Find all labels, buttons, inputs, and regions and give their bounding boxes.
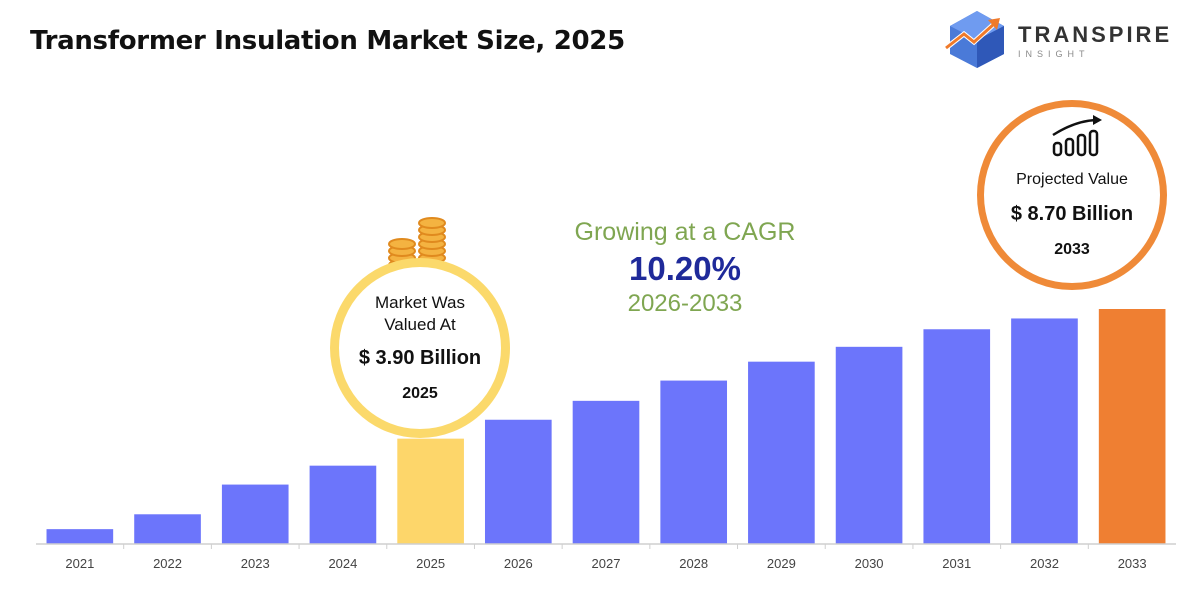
x-tick-label: 2021 (65, 556, 94, 571)
brand-tagline: INSIGHT (1018, 49, 1090, 59)
bar-2026 (484, 419, 552, 544)
x-tick-label: 2025 (416, 556, 445, 571)
x-tick-label: 2024 (328, 556, 357, 571)
x-tick-label: 2022 (153, 556, 182, 571)
x-tick-label: 2029 (767, 556, 796, 571)
cagr-heading: Growing at a CAGR (574, 218, 796, 246)
x-tick-label: 2033 (1118, 556, 1147, 571)
callout-label: Projected Value (1016, 171, 1128, 188)
projected-value-callout: Projected Value $ 8.70 Billion 2033 (977, 100, 1167, 290)
brand-logo: TRANSPIRE INSIGHT (944, 8, 1184, 72)
x-tick-label: 2026 (504, 556, 533, 571)
brand-logo-icon (944, 11, 1004, 68)
growth-bars-icon (1052, 115, 1102, 157)
market-value-callout: Market Was Valued At $ 3.90 Billion 2025 (330, 258, 510, 438)
callout-value: $ 8.70 Billion (1010, 203, 1134, 225)
x-tick-label: 2032 (1030, 556, 1059, 571)
callout-value: $ 3.90 Billion (358, 347, 482, 369)
bar-2028 (660, 380, 728, 544)
bar-2023 (221, 484, 289, 544)
bar-2033 (1098, 309, 1166, 544)
bar-2021 (46, 529, 114, 544)
bar-2024 (309, 465, 377, 544)
bar-2030 (835, 346, 903, 544)
bar-2027 (572, 400, 640, 544)
callout-year: 2025 (402, 385, 438, 402)
x-tick-label: 2031 (942, 556, 971, 571)
cagr-period: 2026-2033 (627, 290, 743, 317)
bar-2022 (134, 514, 201, 544)
x-tick-label: 2027 (592, 556, 621, 571)
cagr-value: 10.20% (629, 250, 741, 287)
brand-name: TRANSPIRE (1018, 22, 1173, 47)
bar-2029 (748, 361, 815, 544)
x-tick-label: 2030 (855, 556, 884, 571)
callout-label-line2: Valued At (384, 315, 456, 334)
bar-2032 (1011, 318, 1078, 544)
bar-2031 (923, 329, 991, 544)
x-tick-label: 2023 (241, 556, 270, 571)
bar-2025 (397, 438, 464, 544)
x-tick-label: 2028 (679, 556, 708, 571)
callout-year: 2033 (1054, 241, 1090, 258)
chart-title: Transformer Insulation Market Size, 2025 (30, 26, 625, 56)
callout-label: Market Was Valued At (339, 292, 501, 336)
callout-label-line1: Market Was (374, 293, 466, 312)
